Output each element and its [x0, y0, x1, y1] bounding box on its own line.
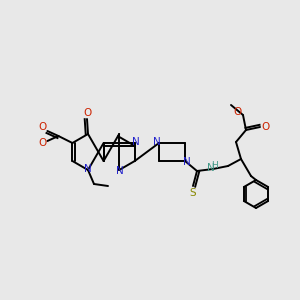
Text: H: H — [211, 161, 218, 170]
Text: N: N — [153, 137, 161, 147]
Text: S: S — [190, 188, 196, 198]
Text: N: N — [207, 163, 215, 173]
Text: O: O — [234, 107, 242, 117]
Text: O: O — [38, 138, 46, 148]
Text: N: N — [84, 164, 92, 175]
Text: N: N — [183, 157, 191, 167]
Text: N: N — [116, 166, 124, 176]
Text: O: O — [261, 122, 269, 132]
Text: N: N — [132, 137, 140, 147]
Text: O: O — [83, 108, 91, 118]
Text: O: O — [38, 122, 46, 132]
